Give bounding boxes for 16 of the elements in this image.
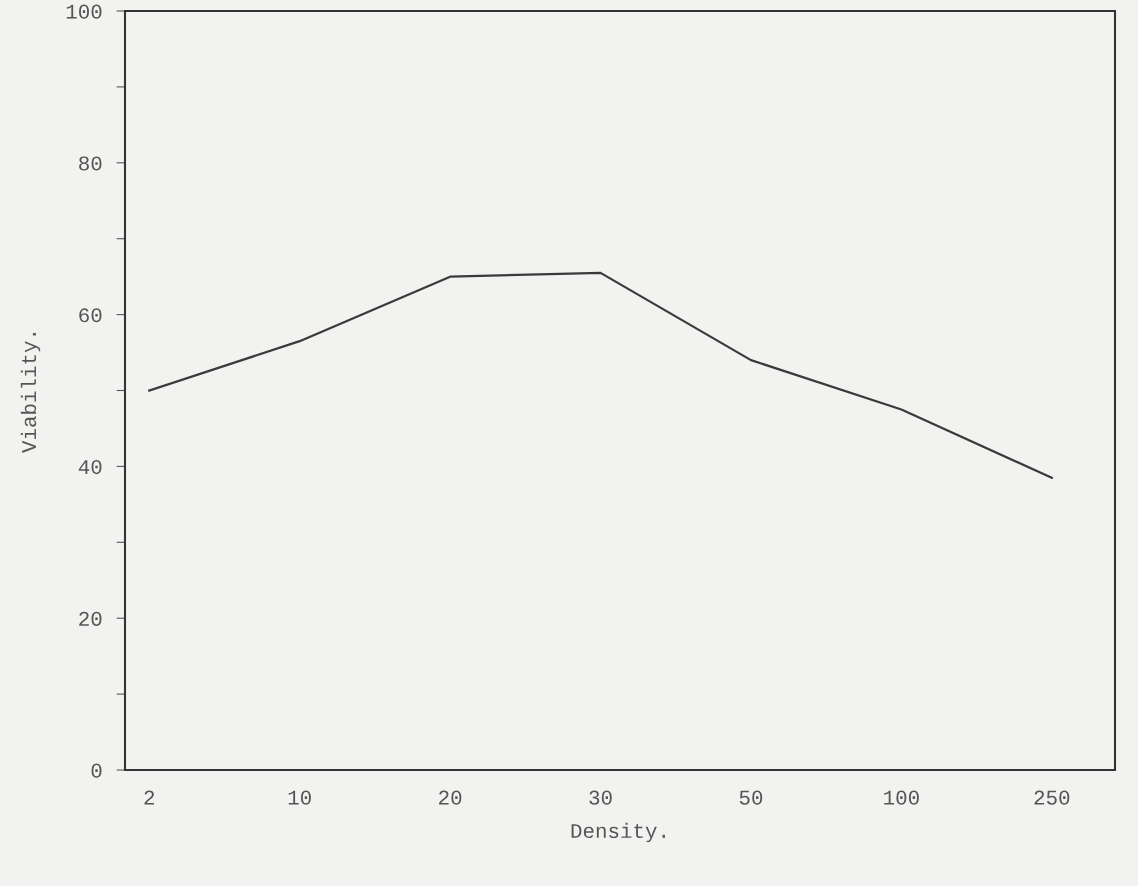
x-tick-label: 2 [144, 790, 155, 805]
x-axis-title: Density. [571, 822, 665, 843]
x-tick-label: 250 [1034, 790, 1070, 805]
x-tick-label: 100 [884, 790, 919, 805]
x-tick-label: 30 [589, 790, 612, 805]
y-tick-label: 20 [79, 611, 102, 626]
y-axis-title: Viability. [20, 333, 41, 453]
y-tick-label: 100 [66, 4, 102, 19]
y-tick-label: 60 [79, 308, 102, 323]
y-tick-label: 40 [78, 460, 102, 475]
x-tick-label: 20 [439, 790, 462, 805]
y-tick-label: 0 [91, 763, 102, 778]
x-tick-label: 50 [739, 790, 763, 805]
line-series [148, 271, 1053, 479]
x-tick-label: 10 [288, 790, 311, 805]
y-tick-label: 80 [79, 156, 102, 171]
